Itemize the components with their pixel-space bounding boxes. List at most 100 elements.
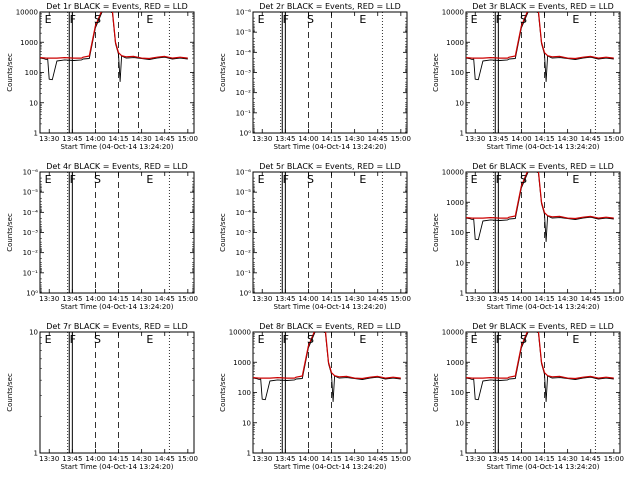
panel-title: Det 3r BLACK = Events, RED = LLD — [472, 2, 614, 11]
y-tick-label: 10 — [242, 419, 251, 427]
marker-label-e: E — [45, 173, 52, 186]
y-axis-label: Counts/sec — [432, 213, 440, 252]
x-tick-label: 14:00 — [298, 455, 318, 463]
panel-7r: Det 7r BLACK = Events, RED = LLD 1 10 13:30… — [6, 322, 198, 471]
x-tick-label: 14:00 — [511, 295, 531, 303]
marker-label-s: S — [307, 333, 314, 346]
marker-label-e: E — [572, 173, 579, 186]
y-tick-label: 10⁻⁶ — [236, 9, 252, 17]
y-tick-label: 10⁻¹ — [236, 269, 252, 277]
panel-1r: Det 1r BLACK = Events, RED = LLD 1 10 100 10… — [6, 2, 198, 151]
y-tick-label: 10⁻⁶ — [23, 169, 39, 177]
y-tick-label: 10000 — [16, 9, 38, 17]
x-tick-label: 14:45 — [368, 295, 388, 303]
plot-contents — [280, 172, 383, 293]
marker-label-f: F — [283, 13, 289, 26]
y-tick-label: 10⁻³ — [23, 229, 39, 237]
y-tick-label: 10⁻¹ — [23, 269, 39, 277]
marker-label-f: F — [283, 333, 289, 346]
x-tick-label: 14:15 — [108, 455, 128, 463]
x-tick-label: 14:15 — [108, 295, 128, 303]
marker-label-s: S — [94, 13, 101, 26]
y-tick-label: 10⁰ — [239, 130, 251, 138]
plot-contents — [280, 12, 383, 133]
marker-label-f: F — [70, 333, 76, 346]
y-axis-label: Counts/sec — [432, 53, 440, 92]
x-axis-label: Start Time (04-Oct-14 13:24:20) — [487, 303, 600, 311]
marker-label-f: F — [496, 173, 502, 186]
x-tick-label: 13:45 — [488, 135, 508, 143]
x-tick-label: 14:00 — [85, 455, 105, 463]
x-tick-label: 14:45 — [368, 455, 388, 463]
x-tick-label: 13:30 — [465, 455, 485, 463]
panel-title: Det 4r BLACK = Events, RED = LLD — [46, 162, 188, 171]
marker-label-e: E — [359, 13, 366, 26]
series-events-line — [466, 12, 614, 83]
x-axis-label: Start Time (04-Oct-14 13:24:20) — [274, 143, 387, 151]
y-tick-label: 1000 — [446, 39, 464, 47]
marker-label-s: S — [520, 13, 527, 26]
marker-label-e: E — [572, 333, 579, 346]
x-tick-label: 14:30 — [132, 135, 152, 143]
x-tick-label: 13:45 — [62, 455, 82, 463]
y-tick-label: 10 — [455, 99, 464, 107]
x-tick-label: 14:00 — [298, 295, 318, 303]
marker-label-f: F — [283, 173, 289, 186]
x-tick-label: 13:30 — [252, 295, 272, 303]
panel-title: Det 8r BLACK = Events, RED = LLD — [259, 322, 401, 331]
y-tick-label: 100 — [238, 389, 251, 397]
y-tick-label: 100 — [451, 69, 464, 77]
x-tick-label: 15:00 — [391, 135, 411, 143]
plot-contents — [67, 172, 170, 293]
x-tick-label: 13:30 — [39, 455, 59, 463]
marker-label-f: F — [70, 13, 76, 26]
y-tick-label: 1 — [460, 290, 464, 298]
marker-label-f: F — [496, 333, 502, 346]
series-lld-line — [466, 172, 614, 220]
x-tick-label: 14:15 — [534, 135, 554, 143]
x-tick-label: 15:00 — [391, 455, 411, 463]
marker-label-e: E — [146, 333, 153, 346]
marker-label-e: E — [258, 13, 265, 26]
panel-title: Det 6r BLACK = Events, RED = LLD — [472, 162, 614, 171]
marker-label-f: F — [70, 173, 76, 186]
marker-label-e: E — [146, 13, 153, 26]
marker-label-e: E — [471, 13, 478, 26]
x-tick-label: 13:45 — [275, 135, 295, 143]
x-tick-label: 14:00 — [85, 295, 105, 303]
x-tick-label: 13:45 — [488, 455, 508, 463]
x-axis-label: Start Time (04-Oct-14 13:24:20) — [487, 143, 600, 151]
x-tick-label: 14:45 — [155, 455, 175, 463]
x-tick-label: 14:45 — [581, 295, 601, 303]
x-tick-label: 14:45 — [155, 295, 175, 303]
x-tick-label: 14:30 — [558, 455, 578, 463]
x-tick-label: 13:30 — [465, 135, 485, 143]
y-tick-label: 10000 — [442, 169, 464, 177]
x-tick-label: 14:30 — [345, 455, 365, 463]
y-tick-label: 10⁻⁴ — [236, 49, 252, 57]
x-axis-label: Start Time (04-Oct-14 13:24:20) — [274, 303, 387, 311]
y-axis-label: Counts/sec — [432, 373, 440, 412]
marker-label-s: S — [307, 173, 314, 186]
y-tick-label: 100 — [451, 229, 464, 237]
x-tick-label: 15:00 — [604, 455, 624, 463]
marker-label-e: E — [572, 13, 579, 26]
y-tick-label: 1000 — [233, 359, 251, 367]
series-events-line — [466, 172, 614, 243]
y-tick-label: 100 — [25, 69, 38, 77]
panel-2r: Det 2r BLACK = Events, RED = LLD 10⁰ 10⁻¹ 1… — [219, 2, 411, 151]
x-tick-label: 14:15 — [321, 135, 341, 143]
panel-title: Det 9r BLACK = Events, RED = LLD — [472, 322, 614, 331]
marker-label-e: E — [45, 333, 52, 346]
panel-title: Det 2r BLACK = Events, RED = LLD — [259, 2, 401, 11]
y-tick-label: 1 — [34, 130, 38, 138]
series-lld-line — [466, 332, 614, 380]
x-axis-label: Start Time (04-Oct-14 13:24:20) — [61, 143, 174, 151]
marker-label-s: S — [520, 173, 527, 186]
x-tick-label: 14:30 — [132, 295, 152, 303]
panel-title: Det 5r BLACK = Events, RED = LLD — [259, 162, 401, 171]
plot-frame — [39, 331, 195, 454]
x-tick-label: 14:00 — [298, 135, 318, 143]
series-lld-line — [466, 12, 614, 60]
